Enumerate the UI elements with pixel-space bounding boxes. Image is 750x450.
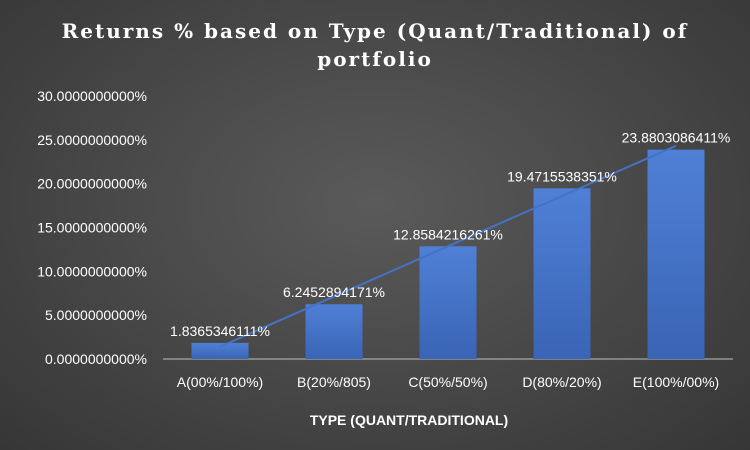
trendline [219, 144, 677, 348]
y-tick-label: 15.0000000000% [37, 220, 147, 236]
bar [305, 304, 363, 359]
bar [419, 246, 477, 359]
bar [647, 149, 705, 359]
y-tick-label: 30.0000000000% [37, 88, 147, 104]
x-axis-title: TYPE (QUANT/TRADITIONAL) [310, 412, 508, 428]
chart-title-line-2: portfolio [317, 47, 433, 71]
bar [191, 342, 249, 359]
x-tick-label: E(100%/00%) [633, 374, 719, 390]
y-tick-label: 0.0000000000% [45, 351, 147, 367]
data-label: 19.4715538351% [507, 168, 617, 184]
data-label: 1.8365346111% [170, 323, 270, 339]
y-tick-label: 5.0000000000% [45, 307, 147, 323]
x-tick-label: A(00%/100%) [177, 374, 263, 390]
x-tick-label: D(80%/20%) [522, 374, 601, 390]
x-tick-label: C(50%/50%) [408, 374, 487, 390]
bars-group [191, 149, 705, 359]
data-label: 6.2452894171% [283, 284, 385, 300]
data-label: 12.8584216261% [393, 226, 503, 242]
y-axis: 0.0000000000% 5.0000000000% 10.0000000000%… [37, 88, 147, 367]
y-tick-label: 20.0000000000% [37, 176, 147, 192]
x-tick-label: B(20%/805) [297, 374, 371, 390]
y-tick-label: 25.0000000000% [37, 132, 147, 148]
chart-title-line-1: Returns % based on Type (Quant/Tradition… [62, 19, 689, 43]
bar [533, 188, 591, 359]
y-tick-label: 10.0000000000% [37, 263, 147, 279]
data-labels-group: 1.8365346111% 6.2452894171% 12.8584216261%… [170, 130, 730, 339]
x-axis: A(00%/100%) B(20%/805) C(50%/50%) D(80%/20%… [177, 374, 719, 390]
data-label: 23.8803086411% [622, 130, 731, 146]
